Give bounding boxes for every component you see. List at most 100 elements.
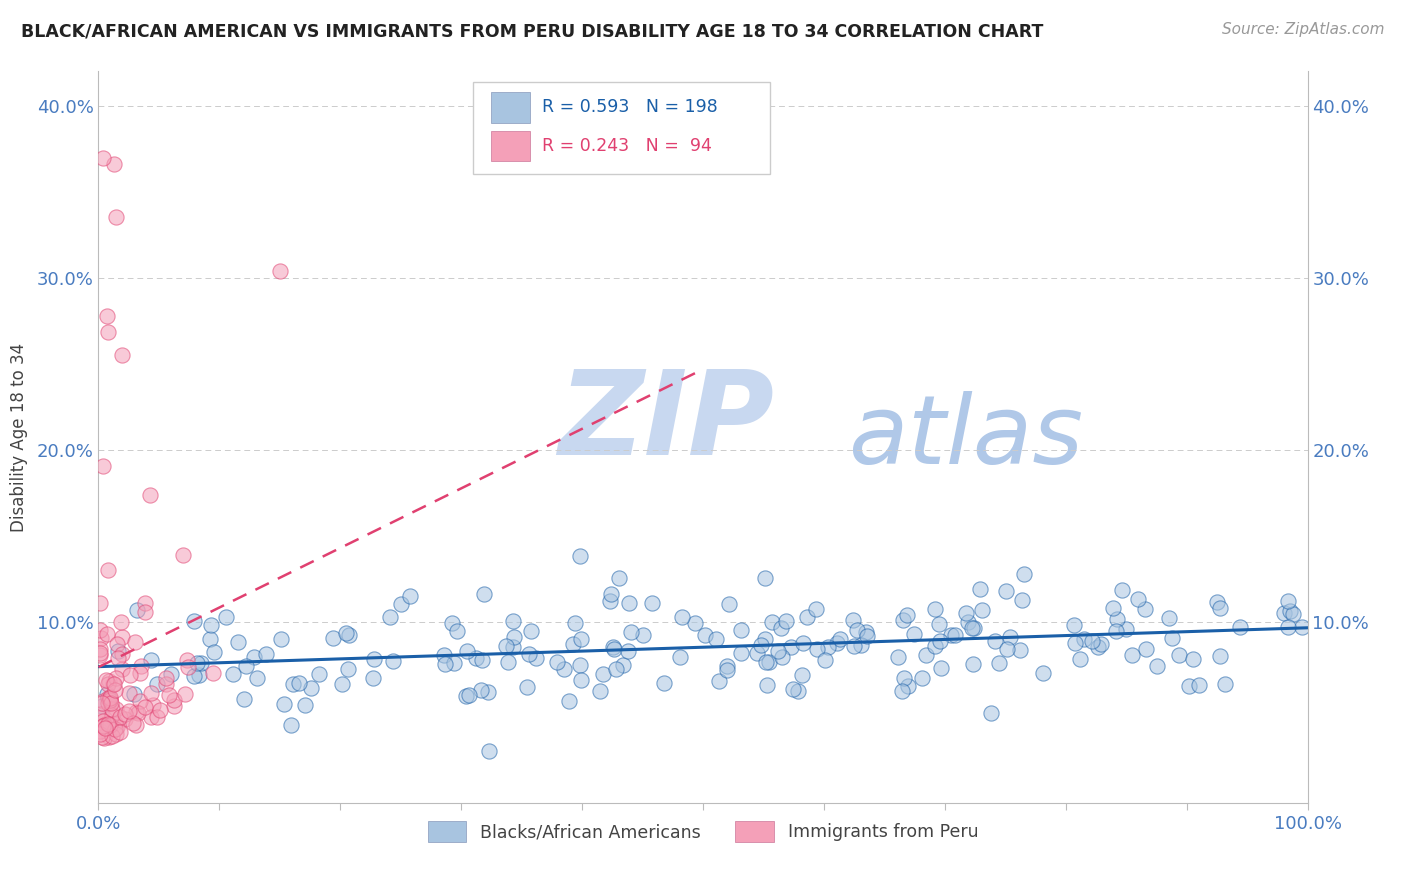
Point — [617, 596, 640, 610]
Point — [174, 687, 197, 701]
Point — [110, 615, 132, 630]
Point — [502, 640, 524, 655]
Point — [163, 693, 186, 707]
Point — [111, 348, 134, 362]
Point — [200, 617, 222, 632]
Point — [91, 151, 114, 165]
Point — [1073, 632, 1095, 646]
Point — [114, 707, 136, 722]
Point — [111, 630, 134, 644]
Point — [855, 625, 877, 640]
Point — [100, 729, 122, 743]
Point — [382, 654, 405, 668]
Point — [754, 632, 776, 647]
Point — [939, 628, 962, 642]
Point — [962, 657, 984, 672]
Point — [716, 663, 738, 677]
Text: ZIP: ZIP — [558, 365, 773, 480]
Point — [1064, 635, 1087, 649]
Point — [825, 636, 848, 650]
Point — [478, 744, 501, 758]
Point — [97, 325, 120, 339]
Point — [730, 623, 752, 637]
Point — [980, 706, 1002, 720]
Point — [1178, 679, 1201, 693]
Point — [142, 698, 165, 713]
Point — [89, 711, 111, 725]
Point — [441, 615, 464, 630]
Point — [569, 673, 592, 688]
Point — [101, 708, 124, 723]
Point — [929, 660, 952, 674]
Point — [96, 627, 118, 641]
Point — [103, 156, 125, 170]
Point — [91, 718, 114, 732]
Point — [233, 691, 256, 706]
Point — [129, 694, 152, 708]
Point — [363, 651, 385, 665]
Point — [361, 671, 384, 685]
Point — [817, 640, 839, 654]
Point — [93, 718, 115, 732]
Point — [118, 667, 141, 681]
Point — [652, 676, 675, 690]
Point — [456, 689, 478, 703]
Point — [1069, 652, 1091, 666]
Point — [336, 662, 359, 676]
Point — [96, 688, 118, 702]
Point — [308, 667, 330, 681]
Point — [640, 596, 662, 610]
Point — [283, 677, 305, 691]
Point — [97, 677, 120, 691]
Point — [294, 698, 316, 712]
Point — [100, 696, 122, 710]
Point — [104, 682, 127, 697]
Point — [671, 609, 693, 624]
Point — [792, 636, 814, 650]
Point — [1187, 678, 1209, 692]
Point — [97, 690, 120, 705]
Point — [903, 627, 925, 641]
Point — [1167, 648, 1189, 662]
Point — [569, 632, 592, 647]
Point — [1090, 637, 1112, 651]
Text: BLACK/AFRICAN AMERICAN VS IMMIGRANTS FROM PERU DISABILITY AGE 18 TO 34 CORRELATI: BLACK/AFRICAN AMERICAN VS IMMIGRANTS FRO… — [21, 22, 1043, 40]
Point — [502, 630, 524, 644]
Point — [89, 723, 111, 738]
Point — [157, 688, 180, 702]
Point — [685, 615, 707, 630]
Point — [118, 704, 141, 718]
Point — [378, 610, 401, 624]
Point — [984, 633, 1007, 648]
Point — [254, 647, 277, 661]
Point — [995, 641, 1018, 656]
Point — [98, 690, 121, 705]
Point — [201, 666, 224, 681]
Point — [603, 642, 626, 657]
Point — [111, 648, 134, 662]
Point — [589, 684, 612, 698]
Point — [1291, 620, 1313, 634]
Point — [779, 640, 801, 654]
Point — [96, 717, 118, 731]
Point — [957, 615, 980, 629]
Point — [98, 690, 121, 705]
Point — [198, 632, 221, 647]
Point — [477, 685, 499, 699]
Point — [111, 662, 134, 676]
Point — [89, 726, 111, 740]
Point — [1010, 643, 1032, 657]
Point — [104, 702, 127, 716]
Point — [125, 718, 148, 732]
Point — [98, 695, 121, 709]
Point — [104, 722, 127, 736]
Y-axis label: Disability Age 18 to 34: Disability Age 18 to 34 — [10, 343, 28, 532]
Point — [1209, 601, 1232, 615]
Point — [943, 628, 966, 642]
Point — [96, 309, 118, 323]
Point — [155, 677, 177, 691]
Point — [104, 671, 127, 685]
Point — [1213, 676, 1236, 690]
Point — [129, 658, 152, 673]
Point — [502, 614, 524, 628]
